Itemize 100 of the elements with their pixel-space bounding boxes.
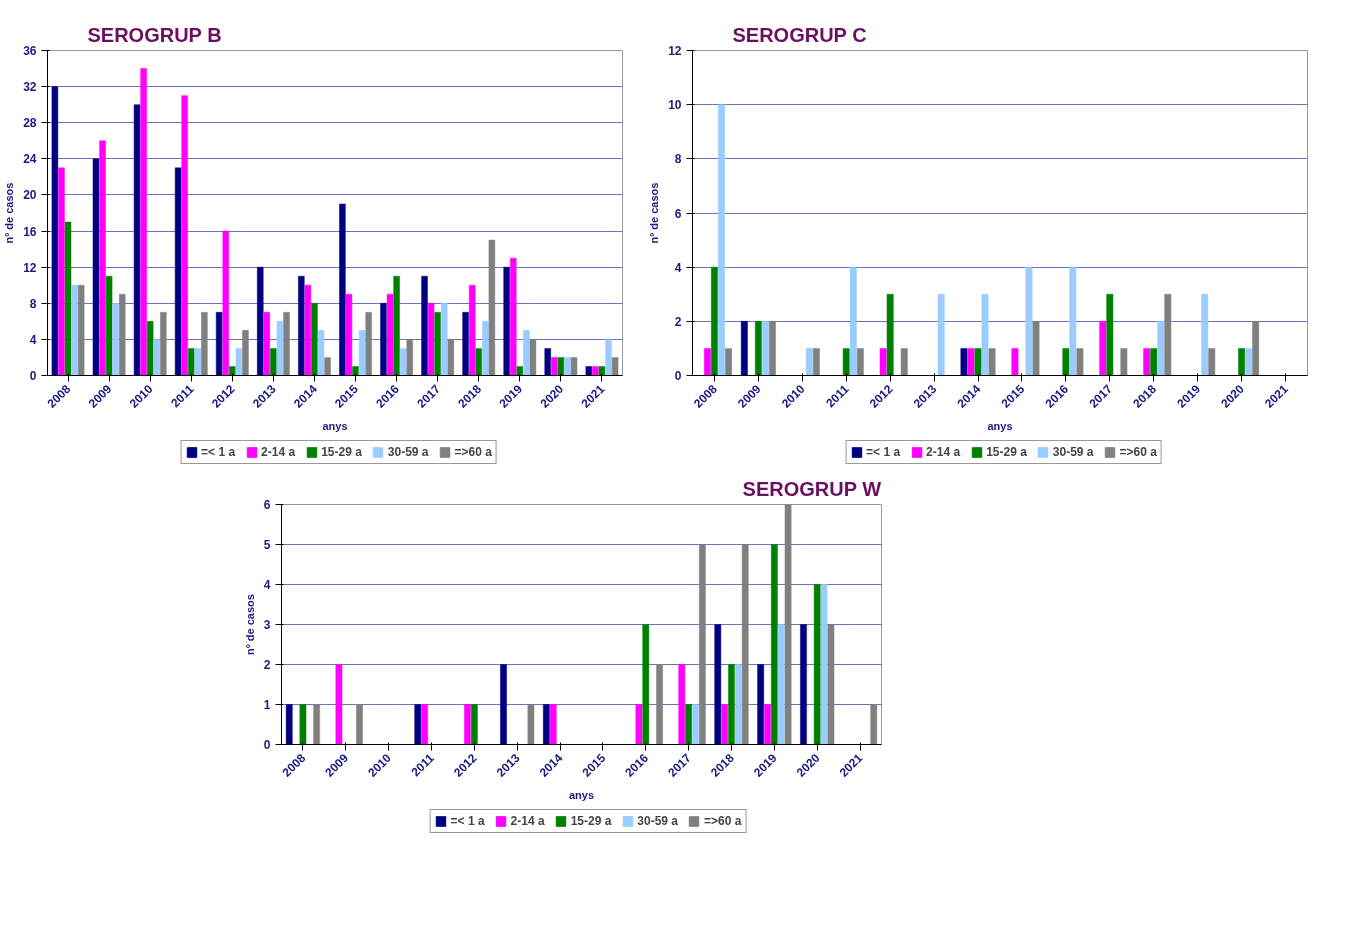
legend-label: =>60 a bbox=[1119, 445, 1157, 459]
bar bbox=[283, 312, 290, 376]
y-tick-label: 1 bbox=[263, 698, 271, 712]
bar bbox=[1245, 348, 1253, 376]
x-axis-title: anys bbox=[322, 419, 348, 432]
y-tick-label: 10 bbox=[668, 98, 682, 113]
bar bbox=[339, 203, 346, 376]
bar bbox=[685, 704, 692, 745]
bar bbox=[718, 104, 725, 376]
bar bbox=[263, 312, 271, 376]
bar bbox=[503, 266, 510, 376]
bar bbox=[564, 357, 571, 376]
bar bbox=[886, 294, 894, 376]
bar bbox=[510, 257, 517, 376]
legend-label: 30-59 a bbox=[637, 814, 679, 828]
y-tick-label: 28 bbox=[23, 116, 37, 131]
legend-label: =< 1 a bbox=[450, 814, 485, 828]
bar bbox=[140, 68, 147, 376]
legend-label: =< 1 a bbox=[866, 445, 901, 459]
bar bbox=[1062, 348, 1070, 376]
bar bbox=[678, 664, 686, 745]
bar bbox=[414, 704, 422, 745]
bar bbox=[820, 584, 828, 745]
bar bbox=[544, 348, 551, 376]
bar bbox=[447, 339, 455, 376]
bar bbox=[714, 624, 722, 745]
bar bbox=[324, 357, 331, 376]
y-tick-label: 0 bbox=[29, 369, 37, 383]
bar bbox=[704, 348, 711, 376]
bar bbox=[270, 348, 277, 376]
y-tick-label: 4 bbox=[263, 578, 271, 592]
bar bbox=[585, 366, 593, 376]
bar bbox=[1106, 294, 1114, 376]
y-tick-label: 8 bbox=[29, 296, 37, 311]
bar bbox=[981, 294, 989, 376]
bar bbox=[557, 357, 565, 376]
bar bbox=[153, 339, 160, 376]
y-tick-label: 0 bbox=[263, 738, 271, 752]
bar bbox=[960, 348, 968, 376]
bar bbox=[242, 330, 249, 376]
bar bbox=[399, 348, 407, 376]
y-tick-label: 36 bbox=[23, 44, 37, 58]
bar bbox=[635, 704, 643, 745]
legend-label: 2-14 a bbox=[926, 445, 961, 459]
bar bbox=[356, 704, 363, 745]
y-tick-label: 6 bbox=[263, 498, 271, 512]
bar bbox=[406, 339, 413, 376]
bar bbox=[1150, 348, 1158, 376]
bar bbox=[900, 348, 908, 376]
bar bbox=[1157, 321, 1165, 376]
legend-label: 2-14 a bbox=[510, 814, 545, 828]
bar bbox=[529, 339, 537, 376]
bar bbox=[500, 664, 507, 745]
bar bbox=[235, 348, 243, 376]
bar bbox=[813, 584, 821, 745]
bar bbox=[740, 321, 748, 376]
bar bbox=[421, 275, 428, 376]
x-axis-title: anys bbox=[987, 419, 1013, 432]
y-axis-title: nº de casos bbox=[3, 182, 16, 244]
legend-label: 30-59 a bbox=[387, 445, 429, 459]
y-tick-label: 32 bbox=[23, 80, 37, 95]
bar bbox=[488, 239, 496, 376]
bar bbox=[549, 704, 557, 745]
bar bbox=[728, 664, 735, 745]
bar bbox=[699, 544, 706, 745]
bar bbox=[468, 284, 476, 376]
legend-label: 15-29 a bbox=[986, 445, 1027, 459]
y-tick-label: 4 bbox=[29, 332, 37, 347]
y-tick-label: 5 bbox=[263, 538, 271, 552]
bar bbox=[304, 284, 312, 376]
bar bbox=[311, 303, 318, 376]
bar bbox=[1011, 348, 1019, 376]
bar bbox=[386, 294, 394, 376]
bar bbox=[754, 321, 762, 376]
legend-label: =>60 a bbox=[704, 814, 742, 828]
bar bbox=[58, 167, 65, 376]
bar bbox=[974, 348, 982, 376]
bar bbox=[1208, 348, 1216, 376]
bar bbox=[471, 704, 478, 745]
bar bbox=[543, 704, 550, 745]
bar bbox=[317, 330, 325, 376]
bar bbox=[570, 357, 578, 376]
bar bbox=[757, 664, 764, 745]
y-tick-label: 8 bbox=[674, 152, 682, 167]
bar bbox=[380, 303, 387, 376]
bar bbox=[1099, 321, 1107, 376]
chart-title: SEROGRUP C bbox=[732, 23, 867, 46]
y-tick-label: 12 bbox=[668, 44, 682, 58]
bar bbox=[769, 321, 776, 376]
bar bbox=[592, 366, 599, 376]
bar bbox=[800, 624, 807, 745]
bar bbox=[365, 312, 372, 376]
bar bbox=[805, 348, 813, 376]
y-tick-label: 0 bbox=[674, 369, 682, 383]
bar bbox=[988, 348, 996, 376]
y-tick-label: 16 bbox=[23, 224, 37, 239]
bar bbox=[313, 704, 320, 745]
bar bbox=[92, 158, 100, 376]
bar bbox=[64, 221, 72, 376]
bar bbox=[879, 348, 887, 376]
